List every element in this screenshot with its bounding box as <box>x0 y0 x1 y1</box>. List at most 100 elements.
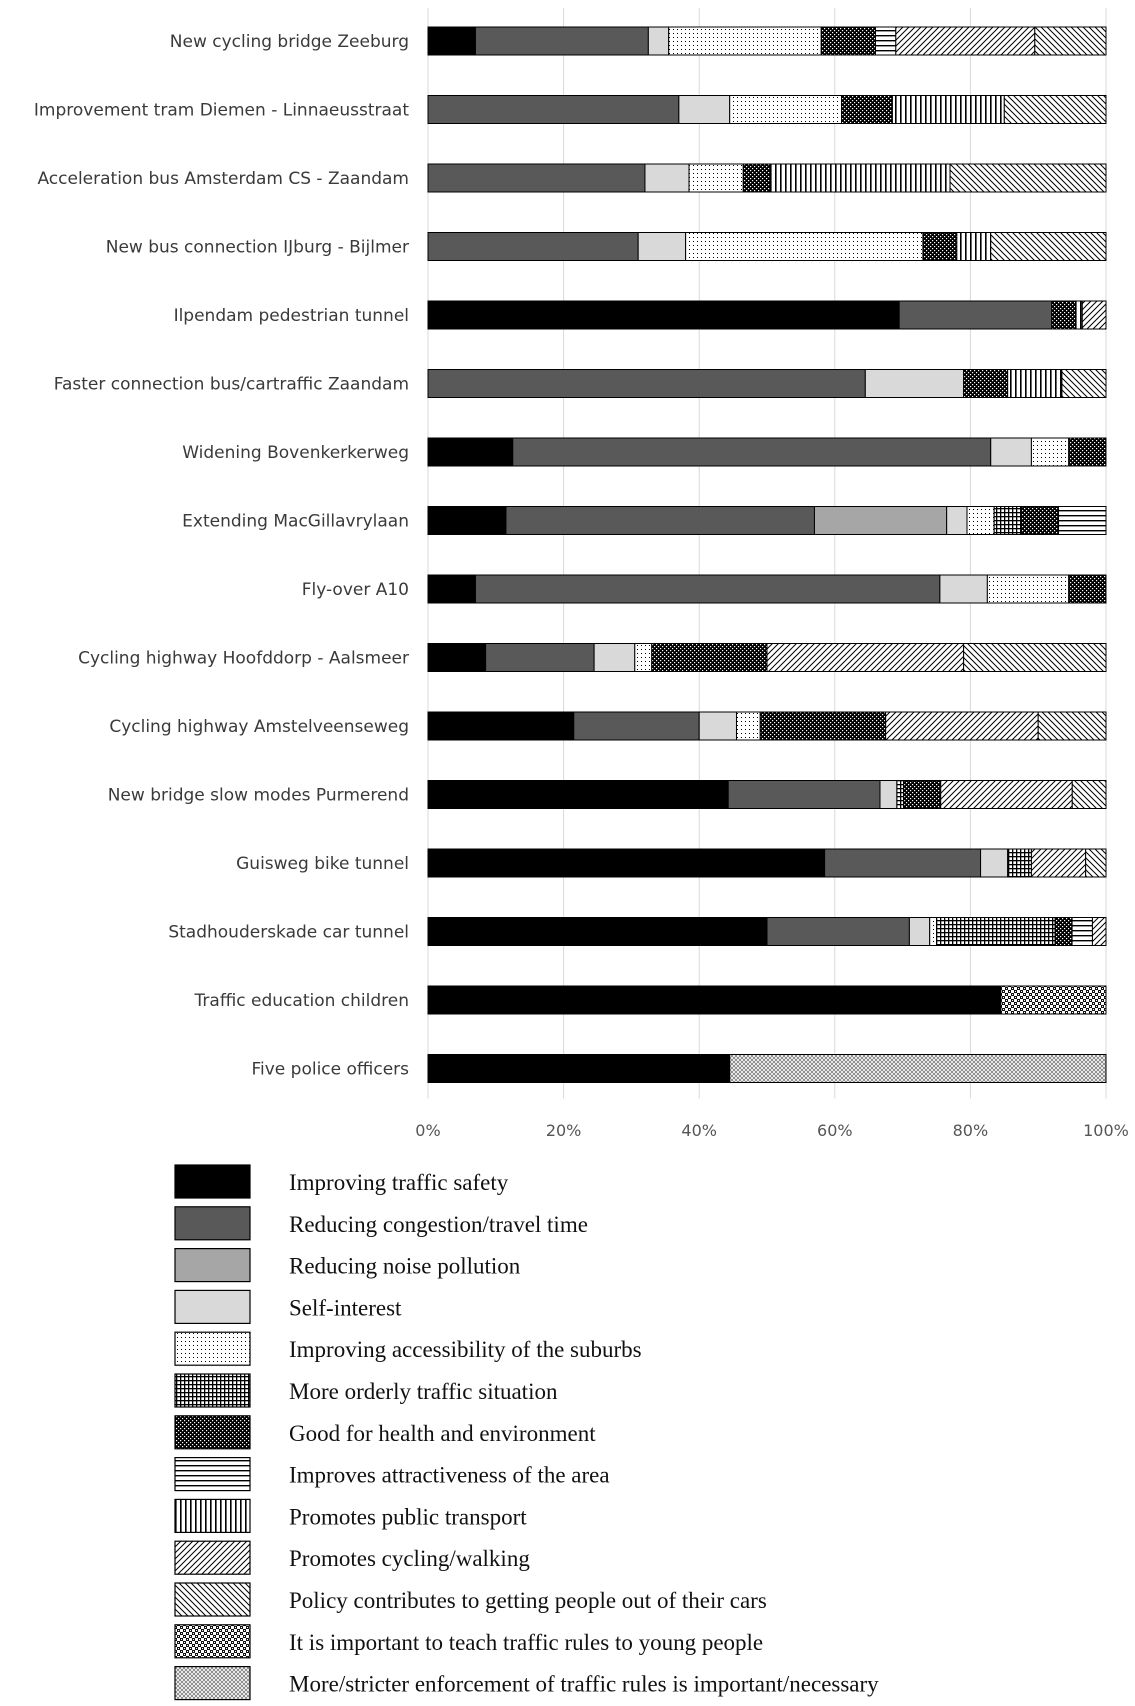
legend-swatch <box>174 1247 251 1283</box>
bar-segment <box>1071 780 1107 809</box>
bar-segment <box>1058 506 1107 535</box>
bar-segment <box>729 1054 1107 1083</box>
bar-segment <box>427 369 866 398</box>
bar-segment <box>963 643 1107 672</box>
bar-segment <box>1051 300 1076 330</box>
bar-segment <box>742 163 771 193</box>
category-label: Ilpendam pedestrian tunnel <box>174 306 409 326</box>
bar-segment <box>427 780 729 809</box>
bar-segment <box>1061 369 1107 398</box>
bar-segment <box>1020 506 1060 535</box>
bar-segment <box>1068 437 1107 467</box>
bar-segment <box>427 95 680 124</box>
bar-segment <box>895 26 1036 56</box>
category-label: Acceleration bus Amsterdam CS - Zaandam <box>37 169 409 189</box>
bar-segment <box>820 26 876 56</box>
bar-segment <box>685 232 924 261</box>
bar-segment <box>949 163 1107 193</box>
bar-segment <box>485 643 595 672</box>
bar-segment <box>735 711 761 741</box>
x-tick-label: 80% <box>953 1121 989 1140</box>
bar-segment <box>427 848 826 878</box>
x-tick-label: 40% <box>681 1121 717 1140</box>
category-label: Extending MacGillavrylaan <box>182 512 409 532</box>
bar-segment <box>824 848 982 878</box>
bar-segment <box>898 300 1053 330</box>
bar-segment <box>766 643 965 672</box>
legend-swatch <box>174 1289 251 1325</box>
x-tick-label: 60% <box>817 1121 853 1140</box>
category-label: Faster connection bus/cartraffic Zaandam <box>54 375 409 395</box>
bar-segment <box>1091 917 1107 946</box>
bar-segment <box>1000 985 1107 1015</box>
category-label: Guisweg bike tunnel <box>236 854 409 874</box>
legend-swatch <box>174 1498 251 1534</box>
legend-label: Promotes cycling/walking <box>289 1546 530 1571</box>
legend-label: Improves attractiveness of the area <box>289 1463 610 1488</box>
bar-segment <box>427 1054 731 1083</box>
legend-swatch <box>174 1164 251 1199</box>
category-label: New cycling bridge Zeeburg <box>170 32 409 52</box>
legend-swatch <box>174 1415 251 1450</box>
bar-segment <box>427 506 507 535</box>
category-label: New bus connection IJburg - Bijlmer <box>106 238 409 258</box>
bar-segment <box>990 437 1032 467</box>
bar-segment <box>891 95 1005 124</box>
bar-segment <box>885 711 1039 741</box>
bar-segment <box>427 26 476 56</box>
category-label: Fly-over A10 <box>302 580 409 600</box>
category-label: Cycling highway Hoofddorp - Aalsmeer <box>78 649 409 669</box>
bar-segment <box>427 300 900 330</box>
legend-label: Policy contributes to getting people out… <box>289 1588 767 1613</box>
bar-segment <box>427 163 646 193</box>
bar-segment <box>963 369 1009 398</box>
bar-segment <box>1081 300 1107 330</box>
bar-segment <box>908 917 931 946</box>
bar-segment <box>896 780 905 809</box>
bar-segment <box>427 232 639 261</box>
category-labels: New cycling bridge Zeeburg Improvement tr… <box>34 32 409 1080</box>
x-tick-label: 0% <box>415 1121 440 1140</box>
bar-segment <box>1007 848 1032 878</box>
bar-segment <box>956 232 992 261</box>
x-tick-label: 100% <box>1083 1121 1129 1140</box>
bar-segment <box>990 232 1107 261</box>
bar-segment <box>505 506 815 535</box>
bar-segment <box>427 711 575 741</box>
bar-segment <box>512 437 992 467</box>
bar-segment <box>1030 848 1087 878</box>
bar-segment <box>903 780 942 809</box>
category-label: Widening Bovenkerkerweg <box>182 443 409 463</box>
bar-segment <box>993 506 1022 535</box>
legend-swatch <box>174 1331 251 1366</box>
bar-segment <box>647 26 670 56</box>
legend-label: Improving traffic safety <box>289 1170 509 1195</box>
bar-segment <box>874 26 897 56</box>
legend-label: Reducing congestion/travel time <box>289 1212 588 1237</box>
bar-segment <box>474 26 649 56</box>
legend-label: Self-interest <box>289 1295 402 1320</box>
bar-segment <box>1068 574 1107 604</box>
category-label: Stadhouderskade car tunnel <box>168 923 409 943</box>
bar-segment <box>766 917 910 946</box>
bar-segment <box>922 232 958 261</box>
bar-segment <box>427 985 1002 1015</box>
legend: Improving traffic safety Reducing congest… <box>174 1164 879 1701</box>
bar-segment <box>729 95 843 124</box>
legend-swatch <box>174 1456 251 1492</box>
bar-segment <box>427 643 487 672</box>
bar-segment <box>651 643 768 672</box>
legend-label: More/stricter enforcement of traffic rul… <box>289 1672 879 1697</box>
legend-label: More orderly traffic situation <box>289 1379 558 1404</box>
bar-segment <box>637 232 687 261</box>
bar-segment <box>1034 26 1107 56</box>
bar-segment <box>929 917 937 946</box>
legend-swatch <box>174 1665 251 1701</box>
bar-segment <box>1085 848 1107 878</box>
bar-segment <box>1071 917 1093 946</box>
legend-label: It is important to teach traffic rules t… <box>289 1630 763 1655</box>
legend-swatch <box>174 1624 251 1659</box>
x-tick-label: 20% <box>546 1121 582 1140</box>
bar-segment <box>634 643 653 672</box>
